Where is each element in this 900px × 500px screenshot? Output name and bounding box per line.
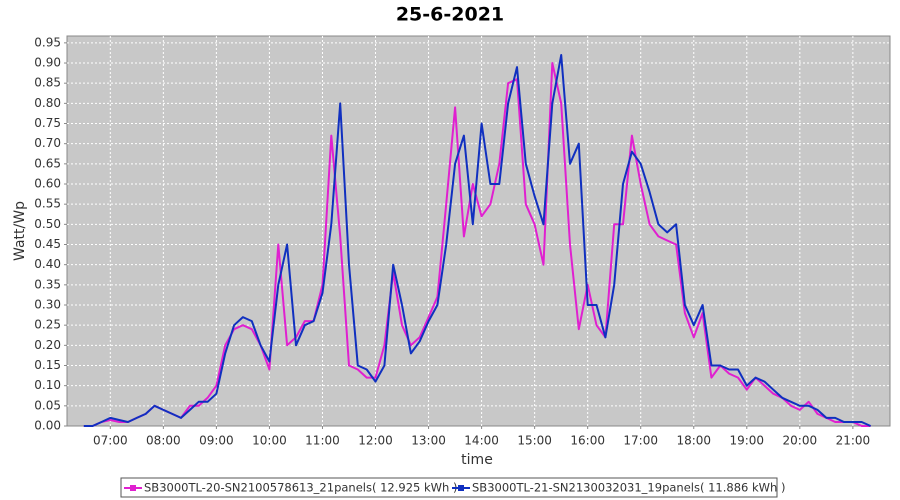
- y-tick-label: 0.95: [34, 35, 61, 49]
- y-tick-label: 0.15: [34, 358, 61, 372]
- y-tick-label: 0.70: [34, 136, 61, 150]
- x-tick-label: 08:00: [146, 434, 181, 448]
- y-tick-label: 0.60: [34, 177, 61, 191]
- y-tick-label: 0.85: [34, 76, 61, 90]
- series-line: [83, 54, 872, 427]
- legend-marker: [130, 485, 136, 491]
- legend-marker: [458, 485, 464, 491]
- legend: [120, 477, 778, 498]
- series-line: [83, 62, 871, 427]
- x-tick-label: 12:00: [358, 434, 393, 448]
- x-tick-label: 16:00: [570, 434, 605, 448]
- y-tick-label: 0.20: [34, 338, 61, 352]
- y-tick-label: 0.40: [34, 257, 61, 271]
- y-tick-label: 0.00: [34, 419, 61, 433]
- y-tick-label: 0.35: [34, 277, 61, 291]
- x-tick-label: 18:00: [676, 434, 711, 448]
- y-tick-label: 0.55: [34, 197, 61, 211]
- legend-label: SB3000TL-20-SN2100578613_21panels( 12.92…: [144, 481, 457, 495]
- x-tick-label: 15:00: [517, 434, 552, 448]
- y-axis-label: Watt/Wp: [12, 201, 28, 261]
- x-tick-label: 09:00: [199, 434, 234, 448]
- x-tick-label: 17:00: [623, 434, 658, 448]
- x-axis-label: time: [461, 452, 493, 468]
- legend-label: SB3000TL-21-SN2130032031_19panels( 11.88…: [472, 481, 785, 495]
- x-tick-label: 13:00: [411, 434, 446, 448]
- x-tick-label: 10:00: [252, 434, 287, 448]
- y-tick-label: 0.10: [34, 378, 61, 392]
- y-tick-label: 0.90: [34, 56, 61, 70]
- y-tick-label: 0.80: [34, 96, 61, 110]
- y-tick-label: 0.75: [34, 116, 61, 130]
- y-tick-label: 0.30: [34, 298, 61, 312]
- x-tick-label: 14:00: [464, 434, 499, 448]
- x-tick-label: 19:00: [729, 434, 764, 448]
- x-tick-label: 07:00: [93, 434, 128, 448]
- chart-title: 25-6-2021: [396, 4, 504, 26]
- x-tick-label: 21:00: [836, 434, 871, 448]
- y-tick-label: 0.05: [34, 398, 61, 412]
- y-tick-label: 0.65: [34, 156, 61, 170]
- y-tick-label: 0.45: [34, 237, 61, 251]
- x-tick-label: 20:00: [783, 434, 818, 448]
- plot-area: [66, 35, 891, 427]
- x-tick-label: 11:00: [305, 434, 340, 448]
- y-tick-label: 0.25: [34, 318, 61, 332]
- y-tick-label: 0.50: [34, 217, 61, 231]
